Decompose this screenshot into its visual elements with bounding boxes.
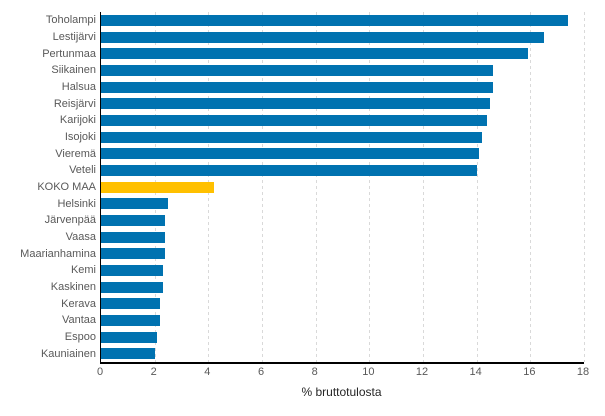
x-tick-label-12: 12 (415, 366, 429, 378)
bar-vierema (101, 148, 480, 160)
bar-vantaa (101, 314, 161, 326)
category-label-siikainen: Siikainen (51, 64, 96, 77)
bar-pertunmaa (101, 48, 528, 60)
x-tick-label-16: 16 (523, 366, 536, 378)
x-tick-label-14: 14 (469, 366, 482, 378)
category-label-isojoki: Isojoki (64, 130, 96, 143)
category-label-kemi: Kemi (70, 264, 96, 277)
bar-koko-maa (101, 181, 214, 193)
bar-reisjarvi (101, 98, 491, 110)
category-label-kaskinen: Kaskinen (50, 280, 96, 293)
gridline-x-6 (262, 12, 263, 362)
x-tick-label-10: 10 (362, 366, 375, 378)
bar-espoo (101, 331, 158, 343)
gridline-x-18 (584, 12, 585, 362)
x-axis-tick-labels: 0 2 4 6 8 10 12 14 16 18 (96, 366, 589, 380)
bar-halsua (101, 81, 493, 93)
category-label-jarvenpaa: Järvenpää (44, 214, 96, 227)
category-label-toholampi: Toholampi (45, 14, 96, 27)
category-label-helsinki: Helsinki (57, 197, 96, 210)
x-tick-label-6: 6 (257, 366, 265, 378)
gridline-x-14 (476, 12, 478, 362)
gridline-x-10 (369, 12, 371, 362)
bar-veteli (101, 164, 477, 176)
x-tick-label-0: 0 (96, 366, 104, 378)
category-label-kauniainen: Kauniainen (40, 347, 96, 360)
category-label-vaasa: Vaasa (65, 230, 96, 243)
bar-toholampi (101, 14, 568, 26)
x-tick-label-2: 2 (150, 366, 157, 378)
gridline-x-12 (423, 12, 424, 362)
gridline-x-8 (315, 12, 317, 362)
bar-kemi (101, 264, 163, 276)
x-tick-label-8: 8 (311, 366, 318, 378)
category-label-veteli: Veteli (69, 164, 96, 177)
x-tick-label-4: 4 (204, 366, 211, 378)
category-label-vierema: Vieremä (55, 147, 96, 160)
bar-isojoki (101, 131, 483, 143)
bar-lestijarvi (101, 31, 544, 43)
x-tick-label-18: 18 (576, 366, 590, 378)
category-label-pertunmaa: Pertunmaa (42, 47, 96, 60)
bar-maarianhamina (101, 248, 166, 260)
plot-area (100, 12, 585, 364)
bar-siikainen (101, 64, 493, 76)
category-label-karijoki: Karijoki (59, 114, 96, 127)
bar-kerava (101, 298, 161, 310)
bar-jarvenpaa (101, 214, 166, 226)
category-label-kerava: Kerava (61, 297, 96, 310)
category-label-maarianhamina: Maarianhamina (20, 247, 96, 260)
bar-vaasa (101, 231, 166, 243)
category-label-reisjarvi: Reisjärvi (53, 97, 96, 110)
x-axis-title: % bruttotulosta (301, 385, 382, 399)
category-label-vantaa: Vantaa (61, 314, 96, 327)
bar-kaskinen (101, 281, 163, 293)
category-label-koko-maa: KOKO MAA (37, 180, 96, 193)
category-label-halsua: Halsua (61, 80, 96, 93)
y-axis-category-labels: Toholampi Lestijärvi Pertunmaa Siikainen Hal… (0, 12, 96, 362)
bar-helsinki (101, 198, 169, 210)
bar-kauniainen (101, 348, 155, 360)
gridline-x-16 (530, 12, 532, 362)
bar-karijoki (101, 114, 488, 126)
category-label-espoo: Espoo (64, 330, 96, 343)
category-label-lestijarvi: Lestijärvi (52, 30, 96, 43)
